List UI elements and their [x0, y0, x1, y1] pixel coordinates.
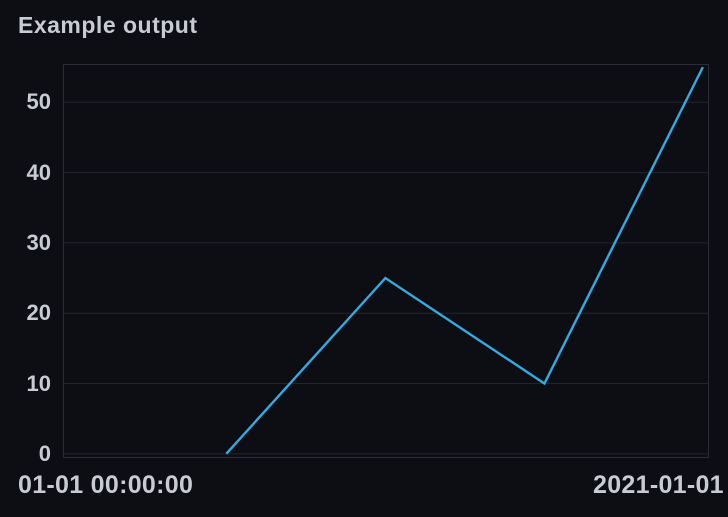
x-tick-label-start: 01-01 00:00:00: [18, 471, 194, 499]
y-tick-label-40: 40: [26, 159, 51, 185]
y-tick-label-20: 20: [26, 300, 51, 326]
y-tick-label-0: 0: [38, 440, 51, 466]
y-tick-label-50: 50: [26, 89, 51, 115]
line-series: [225, 66, 704, 455]
y-axis: 0 10 20 30 40 50: [0, 0, 51, 517]
chart-canvas: [64, 66, 708, 455]
y-tick-label-30: 30: [26, 229, 51, 255]
chart-title: Example output: [18, 12, 198, 38]
plot-area: [63, 64, 709, 458]
x-axis: 01-01 00:00:00 2021-01-01: [0, 470, 728, 504]
x-tick-label-end: 2021-01-01: [593, 471, 724, 499]
y-tick-label-10: 10: [26, 370, 51, 396]
